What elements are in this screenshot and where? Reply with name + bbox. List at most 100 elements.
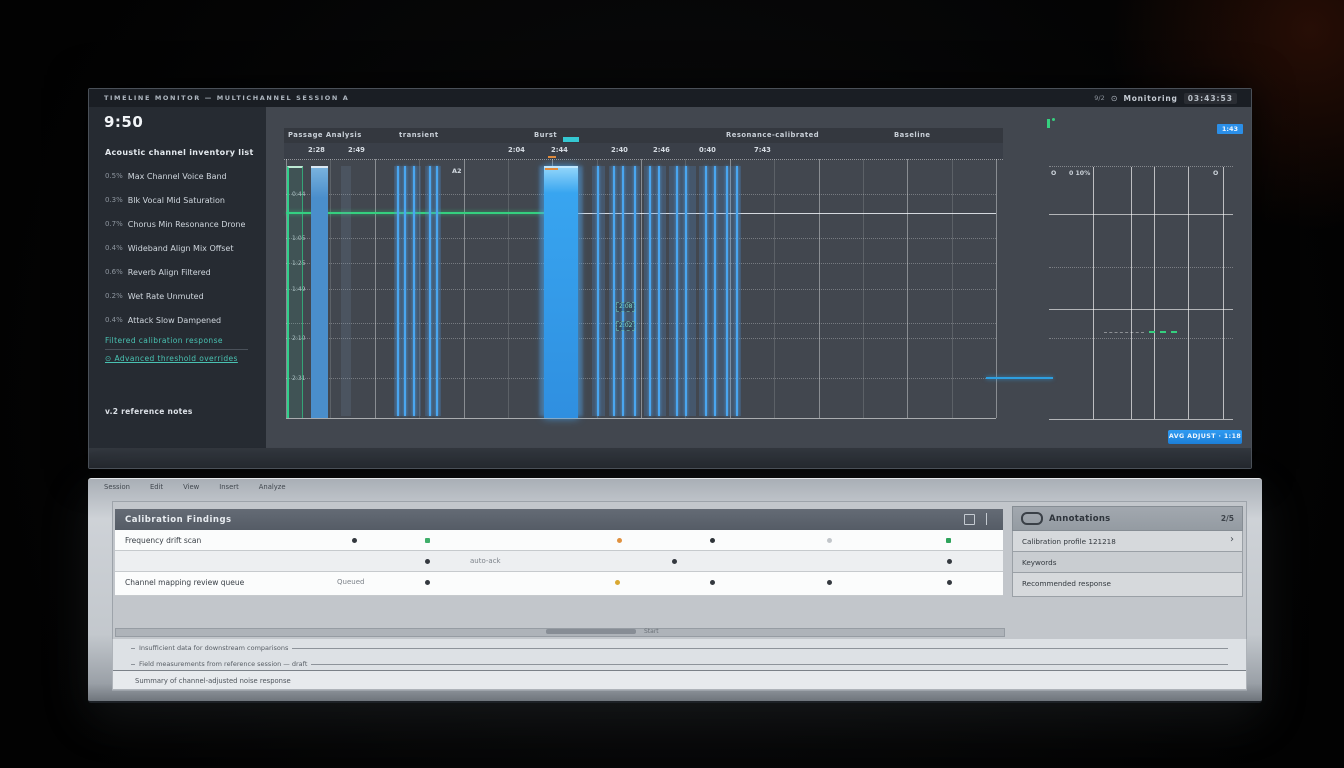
note-rule-0: Insufficient data for downstream compari… [113,643,1246,653]
gridline-v [419,159,420,418]
table-row-1[interactable]: auto-ack [115,551,1003,572]
reference-line-white [286,213,996,214]
status-dot-icon [946,538,951,543]
timeline-bar-core [634,166,636,416]
time-tick-1: 2:49 [348,146,365,154]
mini-gridline-dotted [1049,338,1233,339]
gridline-h: 1:05 [286,235,996,242]
status-dot-icon [425,559,430,564]
sidebar-item-1[interactable]: 0.3% Blk Vocal Mid Saturation [105,188,260,212]
adjust-button[interactable]: AVG ADJUST · 1:18 [1168,430,1242,444]
gridline-v [863,159,864,418]
annotation-label: Recommended response [1022,579,1111,588]
annotation-row-0[interactable]: Calibration profile 121218 › [1012,531,1243,552]
mini-plot[interactable]: O 0 10% O [1049,166,1233,420]
scrollbar-label: Start [644,628,659,635]
y-label: 1:05 [292,235,306,242]
timeline-bar-core [676,166,678,416]
panel-icon[interactable] [964,514,975,525]
row-label: Frequency drift scan [125,536,202,545]
sidebar-item-pct: 0.7% [105,220,123,228]
findings-table: Calibration Findings Frequency drift sca… [115,509,1003,596]
sidebar-item-pct: 0.6% [105,268,123,276]
timeline-bar-8[interactable] [644,166,666,416]
mini-gridline-h [1049,309,1233,310]
timeline-bar-core [413,166,415,416]
rule-text: Insufficient data for downstream compari… [135,644,293,652]
mini-gridline-v [1131,167,1132,419]
menu-item-edit[interactable]: Edit [149,483,164,491]
timeline-bar-core [658,166,660,416]
note-rule-1: Field measurements from reference sessio… [113,659,1246,669]
timeline-bar-1[interactable] [311,166,328,418]
main-plot[interactable]: 0:44 1:05 1:25 1:49 2:10 2:31 2:08 2:02 A2 [286,159,997,419]
y-label: 1:25 [292,260,306,267]
status-dot-icon [425,538,430,543]
titlebar: TIMELINE MONITOR — MULTICHANNEL SESSION … [89,89,1251,108]
timeline-bar-9[interactable] [669,166,696,416]
menu-item-session[interactable]: Session [104,483,130,491]
timeline-bar-0[interactable] [287,166,303,418]
sidebar-link-overrides[interactable]: ⊙ Advanced threshold overrides [105,354,238,363]
sidebar-item-3[interactable]: 0.4% Wideband Align Mix Offset [105,236,260,260]
scrollbar-thumb[interactable] [546,629,636,634]
header-separator [986,513,987,525]
mini-gridline-dotted [1049,267,1233,268]
time-tick-3: 2:44 [551,146,568,154]
table-row-0[interactable]: Frequency drift scan [115,530,1003,551]
gridline-v [330,159,331,418]
sidebar-item-0[interactable]: 0.5% Max Channel Voice Band [105,164,260,188]
sidebar-footer: v.2 reference notes [105,407,193,416]
table-row-2[interactable]: Channel mapping review queue Queued [115,572,1003,596]
sidebar-item-2[interactable]: 0.7% Chorus Min Resonance Drone [105,212,260,236]
annotation-row-2[interactable]: Recommended response [1012,573,1243,597]
timeline-bar-5[interactable] [544,166,578,418]
sidebar-item-6[interactable]: 0.4% Attack Slow Dampened [105,308,260,332]
horizontal-scrollbar[interactable]: Start [115,628,1005,637]
sidebar-item-header[interactable]: Acoustic channel inventory list [105,140,260,164]
gridline-v [952,159,953,418]
mini-gridline-v [1154,167,1155,419]
annotation-label: Keywords [1022,558,1057,567]
section-label-4: Baseline [894,131,931,139]
annotation-row-1[interactable]: Keywords [1012,552,1243,573]
gridline-v [730,159,731,418]
monitor-window: TIMELINE MONITOR — MULTICHANNEL SESSION … [88,88,1252,469]
chevron-right-icon[interactable]: › [1230,534,1234,545]
sidebar-item-4[interactable]: 0.6% Reverb Align Filtered [105,260,260,284]
sidebar-item-list: Acoustic channel inventory list 0.5% Max C… [105,140,260,332]
timeline-bar-core [705,166,707,416]
gridline-v [641,159,642,418]
menu-item-view[interactable]: View [183,483,200,491]
chart-time-ruler[interactable]: 2:28 2:49 2:04 2:44 2:40 2:46 0:40 7:43 [284,143,1003,160]
mini-gridline-v [1093,167,1094,419]
rule-line [131,664,1228,665]
sidebar-link-calibration[interactable]: Filtered calibration response [105,336,223,345]
sidebar-item-5[interactable]: 0.2% Wet Rate Unmuted [105,284,260,308]
mini-label-0: O [1051,170,1057,177]
annotations-count: 2/5 [1220,514,1234,523]
row-value: Queued [337,578,365,586]
timeline-bar-2[interactable] [341,166,351,416]
elapsed-time: 9:50 [104,113,144,131]
notes-section: Summary of channel-adjusted noise respon… [112,639,1247,690]
annotations-header: Annotations 2/5 [1012,506,1243,531]
notes-divider [113,670,1246,671]
time-badge[interactable]: 1:43 [1217,124,1243,134]
timeline-bar-core [436,166,438,416]
sidebar-item-pct: 0.3% [105,196,123,204]
gridline-h: 0:44 [286,191,996,198]
plot-label: A2 [452,167,462,175]
menu-item-analyze[interactable]: Analyze [258,483,286,491]
table-header: Calibration Findings [115,509,1003,530]
status-dot-icon [672,559,677,564]
findings-window: Session Edit View Insert Analyze Calibration… [88,478,1262,703]
sidebar-item-label: Chorus Min Resonance Drone [127,219,246,229]
cloud-icon [1021,512,1043,525]
status-dot-icon [710,538,715,543]
menu-item-insert[interactable]: Insert [219,483,239,491]
timeline-bar-4[interactable] [425,166,441,416]
mini-gridline-v [1188,167,1189,419]
annotation-label: Calibration profile 121218 [1022,537,1116,546]
